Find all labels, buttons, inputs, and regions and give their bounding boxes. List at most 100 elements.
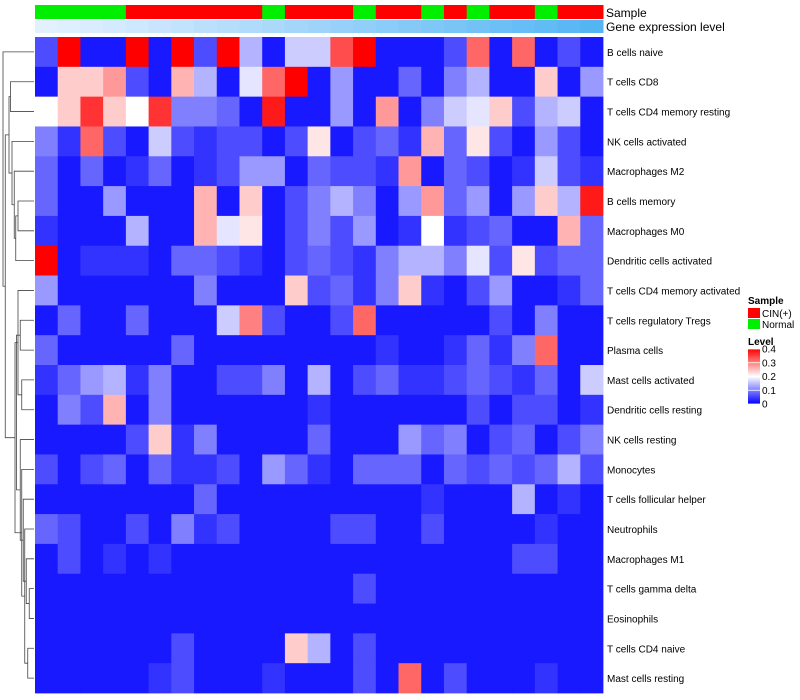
heatmap-cell <box>307 543 331 575</box>
heatmap-cell <box>80 335 104 366</box>
expression-annotation-cell <box>353 20 377 33</box>
heatmap-cell <box>512 96 536 127</box>
heatmap-cell <box>284 335 309 366</box>
heatmap-cell <box>375 394 399 426</box>
heatmap-cell <box>239 245 263 276</box>
dendrogram-branch <box>13 170 34 239</box>
heatmap-cell <box>534 96 558 127</box>
heatmap-cell <box>512 394 536 426</box>
heatmap-cell <box>330 37 354 68</box>
heatmap-cell <box>35 215 59 247</box>
heatmap-cell <box>171 305 195 336</box>
expression-annotation-cell <box>421 20 445 33</box>
row-label: Neutrophils <box>607 525 658 536</box>
heatmap-cell <box>57 335 81 366</box>
sample-annotation-cell <box>239 5 263 19</box>
heatmap-cell <box>171 424 195 455</box>
heatmap-cell <box>194 215 218 247</box>
heatmap-cell <box>443 275 468 306</box>
heatmap-cell <box>35 394 59 426</box>
heatmap-cell <box>443 484 468 515</box>
heatmap-cell <box>239 633 263 664</box>
heatmap-cell <box>443 335 468 366</box>
heatmap-cell <box>216 275 240 306</box>
heatmap-cell <box>262 484 286 515</box>
heatmap-cell <box>284 126 309 157</box>
heatmap-cell <box>194 484 218 515</box>
heatmap-cell <box>262 573 286 604</box>
heatmap-cell <box>534 335 558 366</box>
heatmap-cell <box>307 215 331 247</box>
heatmap-cell <box>80 603 104 634</box>
heatmap-cell <box>148 275 172 306</box>
heatmap-cell <box>330 424 354 455</box>
heatmap-cell <box>375 633 399 664</box>
heatmap-cell <box>171 215 195 247</box>
heatmap-cell <box>512 275 536 306</box>
heatmap-cell <box>262 156 286 187</box>
heatmap-cell <box>466 484 490 515</box>
heatmap-cell <box>443 305 468 336</box>
heatmap-cell <box>580 424 604 455</box>
heatmap-cell <box>125 215 149 247</box>
heatmap-cell <box>57 186 81 217</box>
heatmap-cell <box>580 365 604 396</box>
heatmap-cell <box>398 514 422 545</box>
sample-annotation-cell <box>512 5 536 19</box>
heatmap-cell <box>80 126 104 157</box>
heatmap-cell <box>80 275 104 306</box>
heatmap-cell <box>466 186 490 217</box>
heatmap-cell <box>330 454 354 485</box>
heatmap-cell <box>148 126 172 157</box>
heatmap-cell <box>489 663 513 694</box>
heatmap-cell <box>148 514 172 545</box>
heatmap-cell <box>330 365 354 396</box>
heatmap-cell <box>125 514 149 545</box>
heatmap-cell <box>489 275 513 306</box>
heatmap-cell <box>284 514 309 545</box>
heatmap-cell <box>443 215 468 247</box>
row-label: Dendritic cells activated <box>607 257 712 268</box>
heatmap-cell <box>103 454 127 485</box>
heatmap-cell <box>194 663 218 694</box>
heatmap-cell <box>330 275 354 306</box>
heatmap-cell <box>35 633 59 664</box>
expression-annotation-cell <box>489 20 513 33</box>
heatmap-cell <box>171 96 195 127</box>
heatmap-cell <box>557 305 581 336</box>
heatmap-cell <box>580 156 604 187</box>
row-labels: B cells naive T cells CD8 T cells CD4 memo… <box>607 48 740 685</box>
legend-level-label: 0.2 <box>762 372 776 383</box>
heatmap-cell <box>512 126 536 157</box>
heatmap-cell <box>489 603 513 634</box>
heatmap-cell <box>580 603 604 634</box>
heatmap-cell <box>512 186 536 217</box>
heatmap-cell <box>103 245 127 276</box>
heatmap-cell <box>353 394 377 426</box>
heatmap-cell <box>557 186 581 217</box>
heatmap-cell <box>512 365 536 396</box>
heatmap-cell <box>421 66 445 98</box>
heatmap-cell <box>580 305 604 336</box>
heatmap-cell <box>398 305 422 336</box>
sample-annotation-cell <box>580 5 604 19</box>
heatmap-cell <box>353 633 377 664</box>
heatmap-cell <box>239 573 263 604</box>
heatmap-cell <box>35 603 59 634</box>
heatmap-cell <box>512 424 536 455</box>
expression-annotation-cell <box>284 20 309 33</box>
heatmap-cell <box>194 573 218 604</box>
heatmap-cell <box>103 186 127 217</box>
heatmap-cell <box>239 543 263 575</box>
row-label: Mast cells activated <box>607 376 694 387</box>
heatmap-cell <box>398 424 422 455</box>
heatmap-cell <box>557 215 581 247</box>
heatmap-cell <box>307 156 331 187</box>
heatmap-cell <box>125 484 149 515</box>
heatmap-cell <box>35 543 59 575</box>
heatmap-cell <box>216 335 240 366</box>
heatmap-cell <box>512 215 536 247</box>
heatmap-cell <box>534 305 558 336</box>
heatmap-cell <box>557 275 581 306</box>
heatmap-cell <box>512 633 536 664</box>
